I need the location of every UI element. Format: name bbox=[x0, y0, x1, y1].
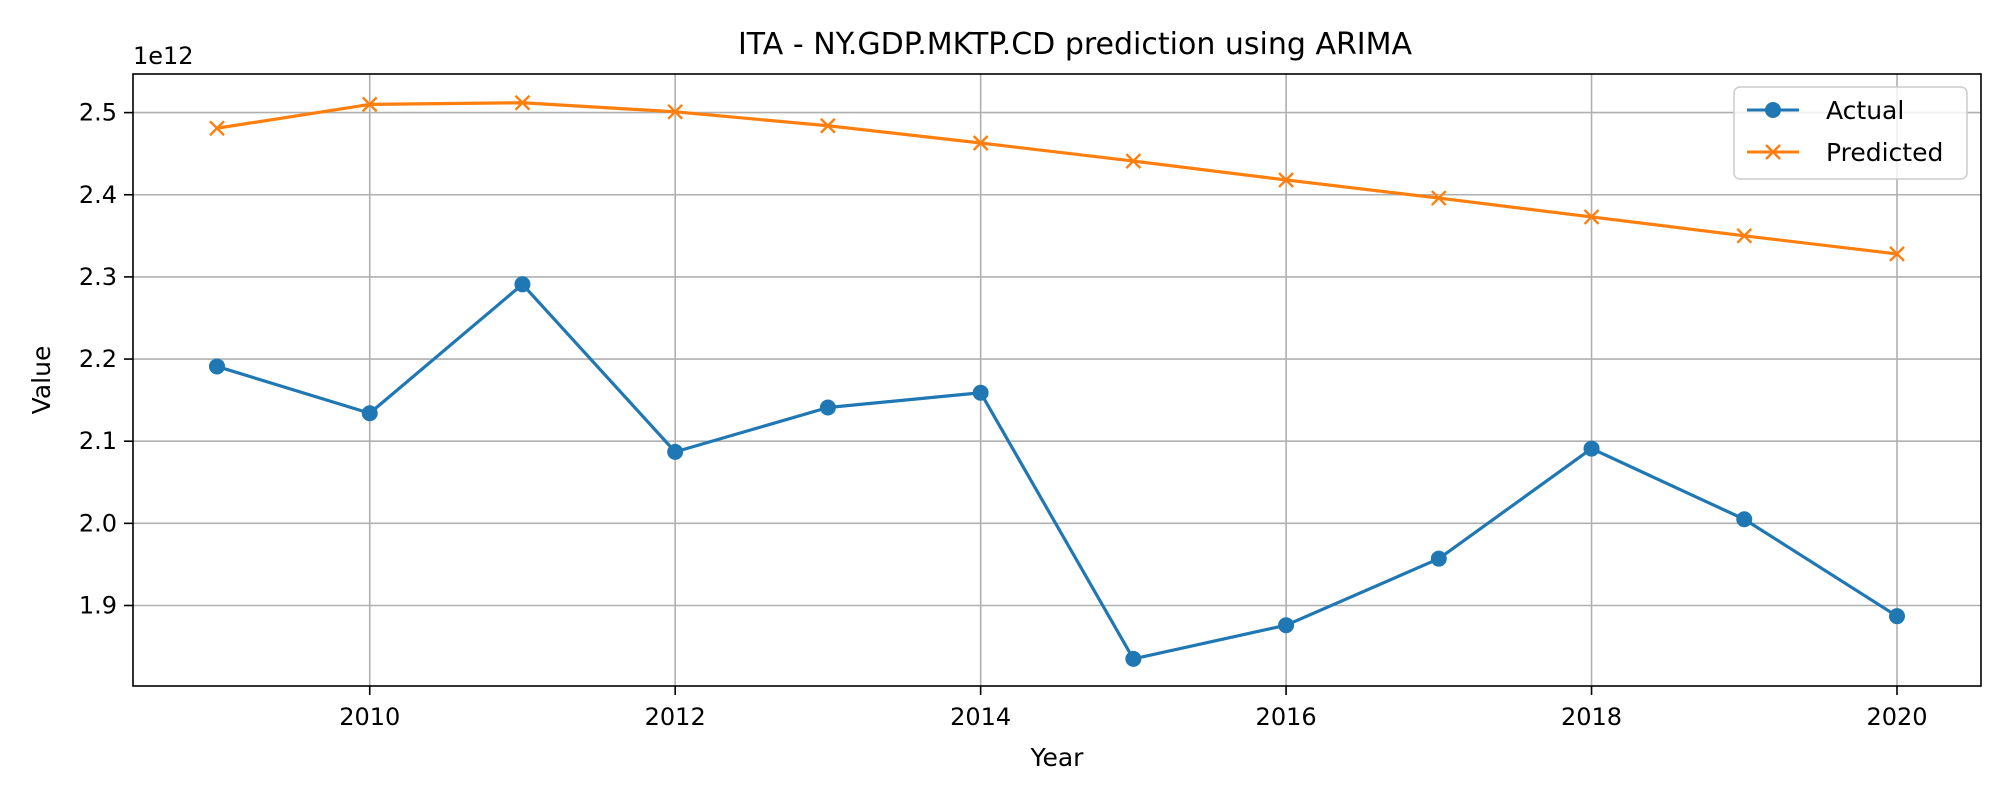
x-tick-label: 2018 bbox=[1561, 703, 1622, 731]
data-point-predicted bbox=[1430, 190, 1447, 206]
data-point-predicted bbox=[209, 120, 225, 137]
data-point-actual bbox=[1430, 550, 1447, 567]
data-point-actual bbox=[972, 384, 989, 401]
x-tick-label: 2016 bbox=[1256, 703, 1317, 731]
plot-frame bbox=[132, 73, 1982, 687]
data-point-predicted bbox=[1125, 153, 1142, 169]
axis-ticks: 2010 2012 2014 2016 2018 2020 1.9 2.0 2.1 2.2 2.3 2… bbox=[79, 99, 1928, 731]
y-tick-label: 1.9 bbox=[79, 591, 117, 619]
data-point-actual bbox=[209, 358, 225, 375]
data-point-predicted bbox=[1583, 209, 1600, 225]
data-point-actual bbox=[1583, 440, 1600, 457]
y-tick-label: 2.3 bbox=[79, 263, 117, 291]
data-point-actual bbox=[361, 405, 378, 422]
data-point-actual bbox=[1125, 650, 1142, 667]
data-point-actual bbox=[667, 443, 684, 460]
legend: Actual Predicted bbox=[1733, 86, 1968, 180]
data-point-actual bbox=[1889, 608, 1905, 625]
y-tick-label: 2.1 bbox=[79, 427, 117, 455]
legend-label-predicted: Predicted bbox=[1826, 138, 1943, 167]
y-tick-label: 2.0 bbox=[79, 509, 117, 537]
y-tick-label: 2.2 bbox=[79, 345, 117, 373]
data-point-predicted bbox=[1736, 227, 1753, 244]
legend-marker-actual bbox=[1765, 102, 1781, 118]
x-tick-label: 2012 bbox=[645, 703, 706, 731]
legend-marker-predicted bbox=[1765, 144, 1781, 160]
x-tick-label: 2020 bbox=[1866, 703, 1927, 731]
x-axis-label: Year bbox=[1030, 743, 1085, 772]
data-point-predicted bbox=[667, 103, 684, 120]
data-point-predicted bbox=[820, 117, 836, 134]
data-point-actual bbox=[1736, 511, 1753, 528]
y-tick-label: 2.5 bbox=[79, 99, 117, 127]
x-tick-label: 2014 bbox=[950, 703, 1011, 731]
y-offset-label: 1e12 bbox=[133, 42, 194, 70]
plot-area bbox=[133, 74, 1981, 686]
series-layer bbox=[209, 94, 1905, 667]
chart-title: ITA - NY.GDP.MKTP.CD prediction using AR… bbox=[738, 27, 1413, 62]
legend-marker-predicted-stroke bbox=[1765, 144, 1781, 160]
data-point-predicted bbox=[1278, 172, 1294, 188]
data-point-actual bbox=[514, 276, 531, 293]
data-point-predicted bbox=[972, 135, 989, 151]
data-point-predicted bbox=[1889, 246, 1905, 262]
series-line-actual bbox=[216, 282, 1898, 661]
x-tick-label: 2010 bbox=[339, 703, 400, 731]
data-point-predicted bbox=[514, 94, 531, 111]
y-axis-label: Value bbox=[27, 346, 56, 415]
legend-label-actual: Actual bbox=[1826, 96, 1904, 125]
data-point-actual bbox=[1278, 617, 1295, 634]
series-line-predicted bbox=[216, 101, 1898, 256]
data-point-predicted bbox=[361, 96, 378, 113]
y-tick-label: 2.4 bbox=[79, 181, 117, 209]
data-point-actual bbox=[819, 399, 836, 416]
